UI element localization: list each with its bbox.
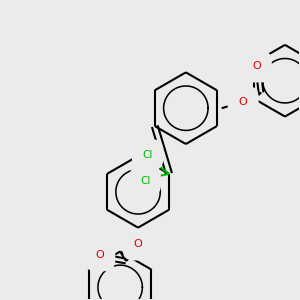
Text: Cl: Cl [140, 176, 150, 186]
Text: O: O [95, 250, 104, 260]
Text: Cl: Cl [142, 150, 153, 160]
Text: O: O [134, 239, 142, 249]
Text: O: O [252, 61, 261, 71]
Text: O: O [239, 97, 248, 107]
